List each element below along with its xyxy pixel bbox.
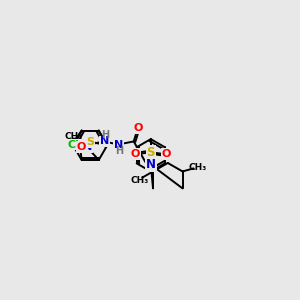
Text: N: N — [100, 136, 109, 146]
Text: N: N — [146, 158, 156, 171]
Text: CH₃: CH₃ — [188, 163, 206, 172]
Text: N: N — [83, 142, 92, 152]
Text: O: O — [134, 123, 143, 133]
Text: CH₃: CH₃ — [64, 132, 82, 141]
Text: CH₃: CH₃ — [131, 176, 149, 185]
Text: O: O — [130, 149, 140, 159]
Text: S: S — [87, 137, 94, 147]
Text: S: S — [146, 146, 155, 159]
Text: Cl: Cl — [68, 140, 80, 149]
Text: N: N — [114, 140, 123, 149]
Text: O: O — [77, 142, 86, 152]
Text: O: O — [162, 149, 171, 159]
Text: H: H — [115, 146, 123, 156]
Text: H: H — [101, 130, 109, 140]
